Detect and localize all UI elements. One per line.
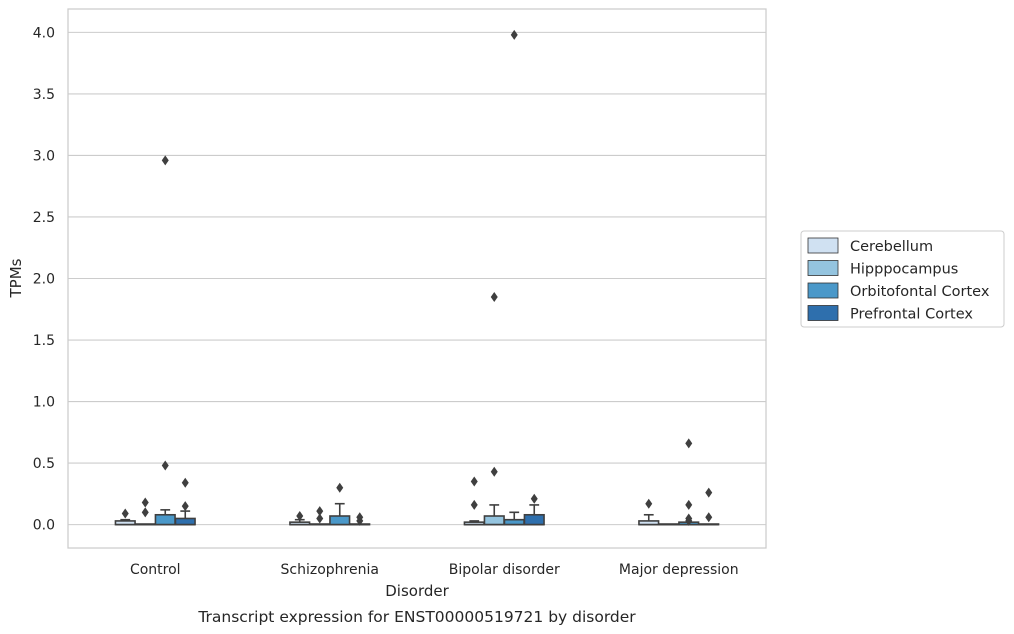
outlier-point [685,438,693,449]
box-group [638,498,660,526]
outlier-point [181,477,189,488]
legend-label: Cerebellum [850,239,933,255]
box-group [658,523,680,526]
box-group [698,487,720,526]
box-body [174,517,196,526]
box-plots [114,29,720,526]
outlier-point [470,476,478,487]
outlier-point [510,29,518,40]
box-group [349,512,371,526]
legend-label: Orbitofontal Cortex [850,284,990,300]
y-axis-label: TPMs [7,258,25,298]
grid-lines [68,31,766,526]
legend-swatch [807,260,839,276]
outlier-point [121,508,129,519]
outlier-point [490,291,498,302]
box-body [483,515,505,526]
outlier-point [490,466,498,477]
outlier-point [356,515,364,526]
y-tick-label: 4.0 [33,25,55,41]
outlier-point [161,155,169,166]
outlier-point [296,511,304,522]
legend: Cerebellum Hipppocampus Orbitofontal Corte… [800,230,1005,328]
outlier-point [645,498,653,509]
box-group [523,493,545,526]
y-tick-label: 2.0 [33,272,55,288]
outlier-point [530,493,538,504]
box-group [134,497,156,526]
plot-frame [67,8,767,549]
y-tick-label: 2.5 [33,210,55,226]
box-group [309,506,331,526]
outlier-point [336,482,344,493]
box-group [174,477,196,526]
legend-swatch [807,237,839,254]
legend-label: Hipppocampus [850,262,958,278]
legend-item: Cerebellum [807,237,933,255]
box-group [289,511,311,526]
y-tick-label: 3.5 [33,87,55,103]
x-tick-label: Control [130,562,181,578]
box-group [114,508,136,526]
legend-swatch [807,305,839,321]
legend-frame [800,230,1005,328]
outlier-point [316,506,324,517]
x-tick-label: Schizophrenia [281,562,379,578]
y-tick-label: 1.5 [33,333,55,349]
outlier-point [141,497,149,508]
outlier-point [470,499,478,510]
box-body [154,513,176,526]
box-group [483,291,505,526]
outlier-point [705,512,713,523]
legend-item: Prefrontal Cortex [807,305,973,323]
box-group [463,476,485,526]
outlier-point [141,507,149,518]
x-tick-labels: Control Schizophrenia Bipolar disorder Majo… [130,562,739,578]
box-group [154,155,176,526]
outlier-point [161,460,169,471]
legend-item: Orbitofontal Cortex [807,282,990,300]
legend-swatch [807,282,839,299]
legend-item: Hipppocampus [807,260,958,278]
outlier-point [685,499,693,510]
legend-label: Prefrontal Cortex [850,307,973,323]
y-tick-label: 3.0 [33,148,55,164]
outlier-point [181,501,189,512]
x-tick-label: Major depression [619,562,739,578]
y-tick-label: 1.0 [33,395,55,411]
outlier-point [316,513,324,524]
x-tick-label: Bipolar disorder [449,562,560,578]
outlier-point [705,487,713,498]
y-tick-label: 0.5 [33,456,55,472]
box-group [329,482,351,526]
y-tick-label: 0.0 [33,518,55,534]
y-tick-labels: 0.0 0.5 1.0 1.5 2.0 2.5 3.0 3.5 4.0 [33,25,55,533]
outlier-point [685,515,693,526]
box-group [678,438,700,526]
box-group [503,29,525,526]
box-body [523,513,545,526]
chart-caption: Transcript expression for ENST0000051972… [197,608,636,626]
x-axis-label: Disorder [385,582,449,600]
box-body [329,515,351,526]
